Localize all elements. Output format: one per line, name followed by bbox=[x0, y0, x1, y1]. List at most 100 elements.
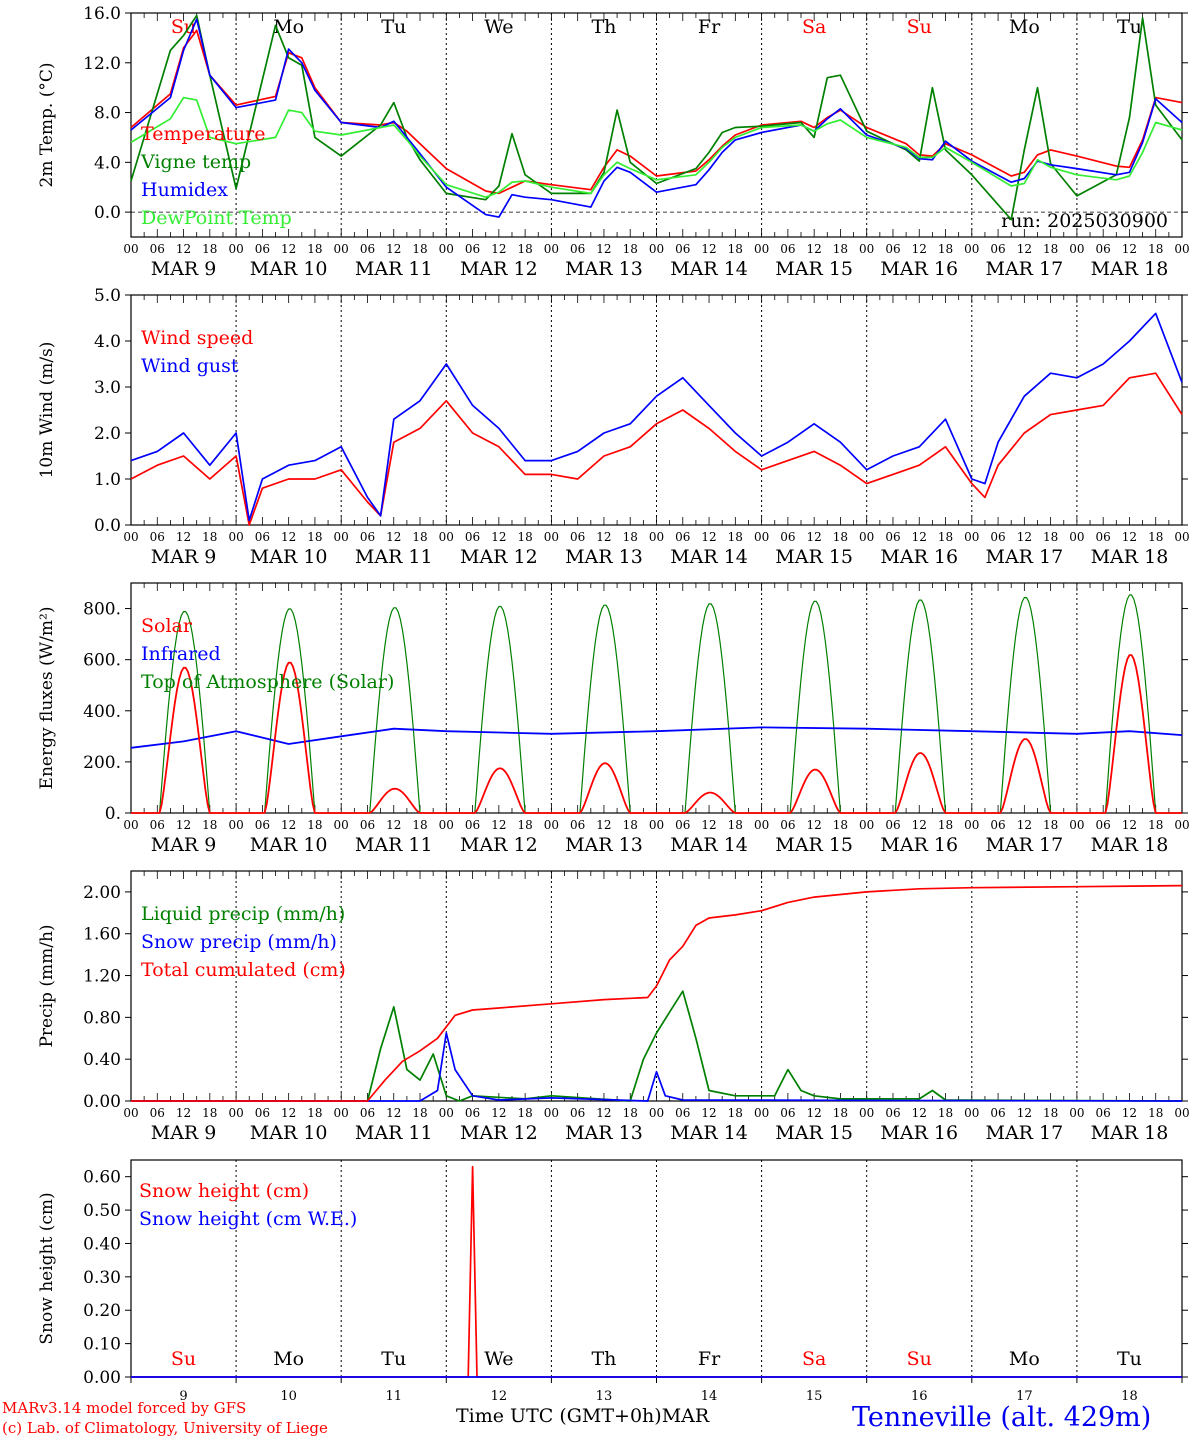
hour-tick-label: 06 bbox=[675, 818, 690, 832]
hour-tick-label: 18 bbox=[307, 530, 322, 544]
y-axis-label: 2m Temp. (°C) bbox=[37, 62, 57, 187]
hour-tick-label: 00 bbox=[228, 242, 243, 256]
hour-tick-label: 12 bbox=[491, 818, 506, 832]
legend-snow-precip-mm-h: Snow precip (mm/h) bbox=[141, 931, 337, 953]
hour-tick-label: 06 bbox=[780, 242, 795, 256]
hour-tick-label: 00 bbox=[964, 818, 979, 832]
y-tick-label: 4.0 bbox=[94, 332, 121, 352]
hour-tick-label: 12 bbox=[596, 1106, 611, 1120]
hour-tick-label: 00 bbox=[439, 242, 454, 256]
hour-tick-label: 06 bbox=[570, 530, 585, 544]
wind-speed-line bbox=[130, 372, 1183, 526]
date-label: MAR 13 bbox=[565, 1122, 643, 1144]
date-label: MAR 17 bbox=[985, 546, 1063, 568]
date-label: MAR 14 bbox=[670, 834, 748, 856]
hour-tick-label: 00 bbox=[754, 818, 769, 832]
legend-top-of-atmosphere-solar: Top of Atmosphere (Solar) bbox=[141, 671, 394, 693]
hour-tick-label: 12 bbox=[281, 530, 296, 544]
hour-tick-label: 12 bbox=[1017, 242, 1032, 256]
legend-total-cumulated-cm: Total cumulated (cm) bbox=[141, 959, 346, 981]
hour-tick-label: 18 bbox=[517, 242, 532, 256]
hour-tick-label: 12 bbox=[281, 818, 296, 832]
date-label: MAR 13 bbox=[565, 546, 643, 568]
hour-tick-label: 12 bbox=[701, 530, 716, 544]
hour-tick-label: 12 bbox=[596, 242, 611, 256]
hour-tick-label: 00 bbox=[228, 1106, 243, 1120]
date-label: MAR 15 bbox=[775, 834, 853, 856]
hour-tick-label: 06 bbox=[990, 1106, 1005, 1120]
hour-tick-label: 06 bbox=[990, 818, 1005, 832]
hour-tick-label: 00 bbox=[123, 818, 138, 832]
hour-tick-label: 12 bbox=[807, 242, 822, 256]
y-tick-label: 0.60 bbox=[83, 1168, 121, 1188]
date-label: MAR 11 bbox=[355, 258, 433, 280]
y-tick-label: 0.30 bbox=[83, 1268, 121, 1288]
day-number-label: 14 bbox=[701, 1389, 718, 1404]
date-label: MAR 9 bbox=[151, 258, 217, 280]
hour-tick-label: 00 bbox=[228, 530, 243, 544]
station-name: Tenneville (alt. 429m) bbox=[852, 1402, 1152, 1433]
weekday-label: Tu bbox=[381, 16, 406, 38]
hour-tick-label: 12 bbox=[386, 1106, 401, 1120]
weekday-label: Su bbox=[171, 16, 196, 38]
y-tick-label: 16.0 bbox=[83, 4, 121, 24]
y-tick-label: 1.0 bbox=[94, 470, 121, 490]
weekday-label: Su bbox=[171, 1348, 196, 1370]
legend-vigne-temp: Vigne temp bbox=[140, 151, 251, 173]
hour-tick-label: 18 bbox=[307, 242, 322, 256]
hour-tick-label: 18 bbox=[1043, 530, 1058, 544]
hour-tick-label: 06 bbox=[780, 530, 795, 544]
hour-tick-label: 18 bbox=[1148, 1106, 1163, 1120]
hour-tick-label: 00 bbox=[649, 530, 664, 544]
hour-tick-label: 18 bbox=[833, 530, 848, 544]
hour-tick-label: 06 bbox=[885, 1106, 900, 1120]
hour-tick-label: 06 bbox=[465, 1106, 480, 1120]
hour-tick-label: 18 bbox=[728, 1106, 743, 1120]
hour-tick-label: 06 bbox=[570, 818, 585, 832]
y-tick-label: 0.40 bbox=[83, 1050, 121, 1070]
hour-tick-label: 12 bbox=[912, 818, 927, 832]
hour-tick-label: 00 bbox=[544, 1106, 559, 1120]
y-tick-label: 4.0 bbox=[94, 153, 121, 173]
hour-tick-label: 00 bbox=[123, 1106, 138, 1120]
hour-tick-label: 12 bbox=[1122, 1106, 1137, 1120]
hour-tick-label: 12 bbox=[912, 530, 927, 544]
hour-tick-label: 00 bbox=[859, 242, 874, 256]
hour-tick-label: 00 bbox=[859, 530, 874, 544]
hour-tick-label: 18 bbox=[833, 242, 848, 256]
date-label: MAR 10 bbox=[250, 1122, 328, 1144]
date-label: MAR 16 bbox=[880, 1122, 958, 1144]
weekday-label: Tu bbox=[381, 1348, 406, 1370]
hour-tick-label: 12 bbox=[281, 1106, 296, 1120]
day-number-label: 17 bbox=[1016, 1389, 1033, 1404]
hour-tick-label: 18 bbox=[517, 818, 532, 832]
y-tick-label: 0.50 bbox=[83, 1201, 121, 1221]
hour-tick-label: 00 bbox=[964, 530, 979, 544]
hour-tick-label: 18 bbox=[1043, 242, 1058, 256]
hour-tick-label: 00 bbox=[964, 1106, 979, 1120]
weekday-label: Tu bbox=[1117, 1348, 1142, 1370]
hour-tick-label: 06 bbox=[255, 818, 270, 832]
hour-tick-label: 18 bbox=[412, 242, 427, 256]
hour-tick-label: 06 bbox=[465, 818, 480, 832]
date-label: MAR 15 bbox=[775, 1122, 853, 1144]
hour-tick-label: 06 bbox=[255, 530, 270, 544]
hour-tick-label: 00 bbox=[1174, 242, 1189, 256]
date-label: MAR 10 bbox=[250, 258, 328, 280]
hour-tick-label: 18 bbox=[623, 530, 638, 544]
hour-tick-label: 00 bbox=[1069, 1106, 1084, 1120]
hour-tick-label: 06 bbox=[150, 818, 165, 832]
hour-tick-label: 18 bbox=[728, 530, 743, 544]
legend-dewpoint-temp: DewPoint Temp bbox=[141, 207, 292, 229]
hour-tick-label: 12 bbox=[176, 242, 191, 256]
weekday-label: We bbox=[484, 16, 513, 38]
date-label: MAR 13 bbox=[565, 258, 643, 280]
day-number-label: 12 bbox=[491, 1389, 508, 1404]
date-label: MAR 10 bbox=[250, 834, 328, 856]
hour-tick-label: 12 bbox=[807, 1106, 822, 1120]
hour-tick-label: 18 bbox=[1148, 818, 1163, 832]
hour-tick-label: 12 bbox=[807, 818, 822, 832]
hour-tick-label: 18 bbox=[938, 242, 953, 256]
hour-tick-label: 00 bbox=[439, 818, 454, 832]
hour-tick-label: 12 bbox=[701, 242, 716, 256]
